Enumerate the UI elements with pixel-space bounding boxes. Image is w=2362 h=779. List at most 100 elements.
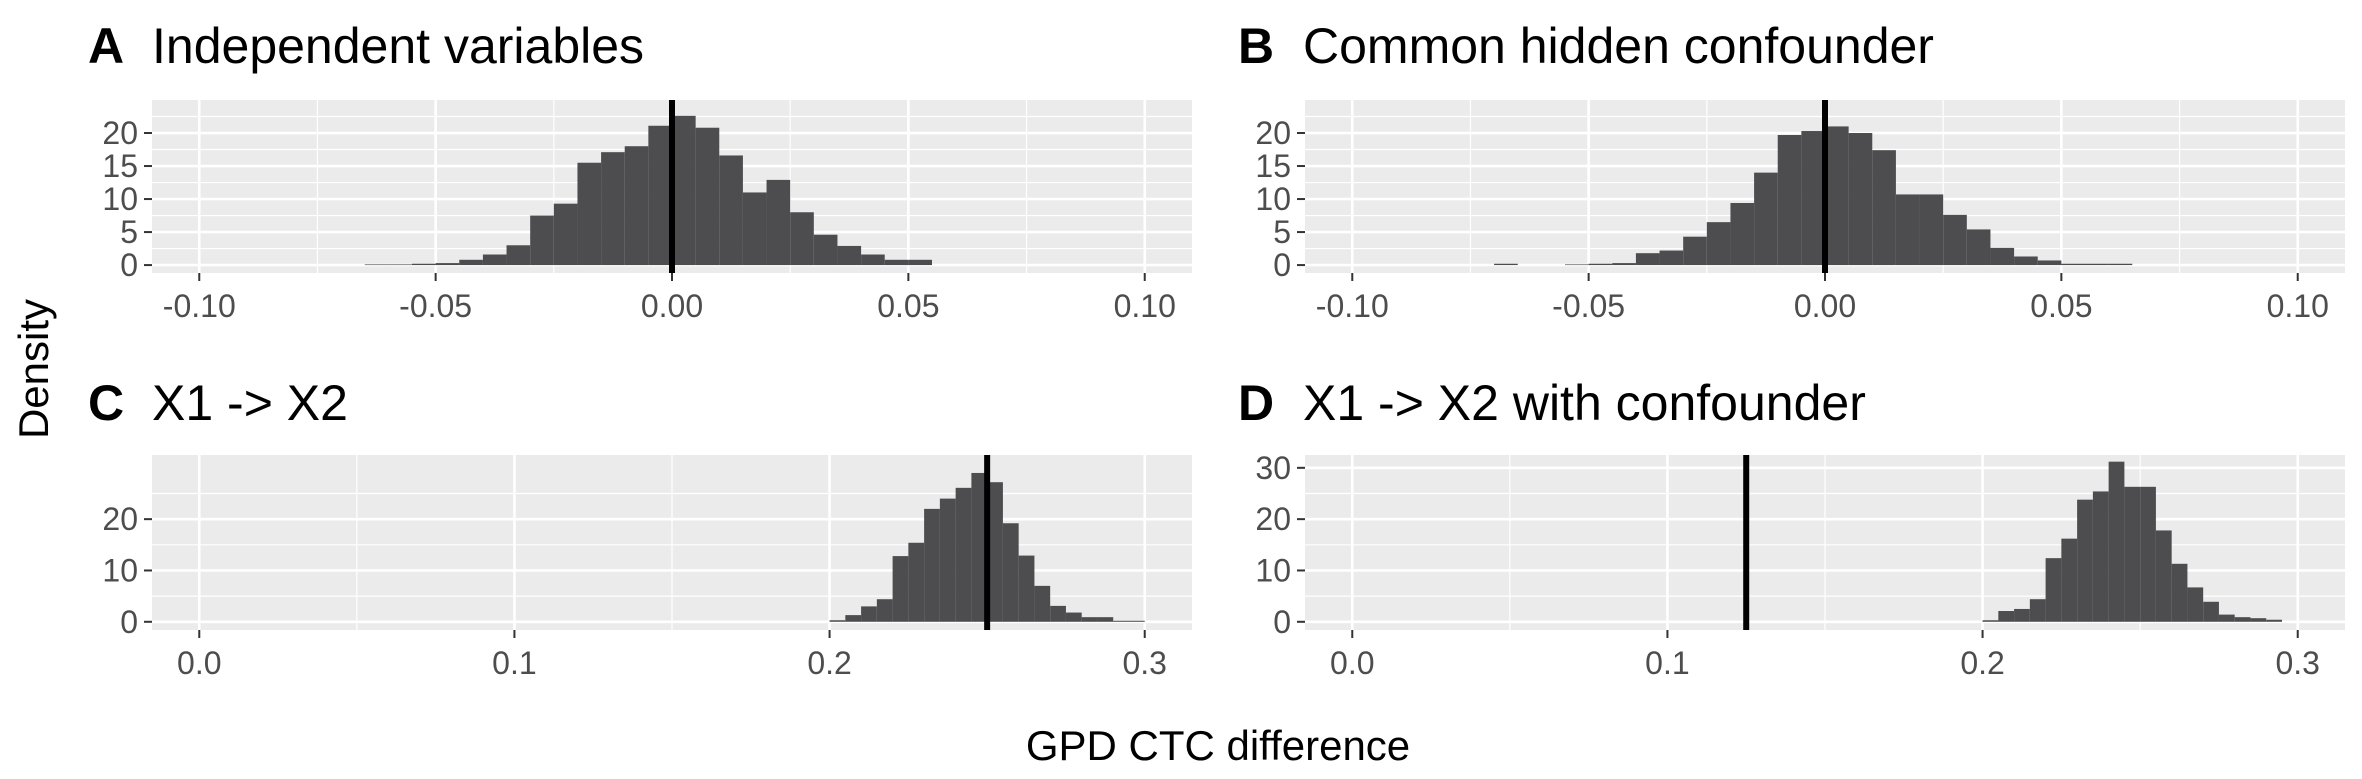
panel-d-bar (2124, 486, 2141, 622)
panel-c-y-tick-label: 20 (102, 501, 138, 537)
panel-c-bar (892, 556, 909, 622)
panel-b-bar (1990, 247, 2015, 266)
panel-d-x-tick-label: 0.3 (2275, 645, 2319, 681)
panel-a-bar (459, 259, 483, 266)
panel-a-y-tick-label: 20 (102, 115, 138, 151)
panel-b-bar (1966, 229, 1991, 266)
panel-b-y-tick-label: 20 (1255, 115, 1291, 151)
panel-c-bar (1065, 612, 1082, 622)
panel-c-bar (987, 482, 1003, 622)
panel-b-title: Common hidden confounder (1303, 18, 1934, 74)
panel-a-bar (742, 192, 767, 266)
panel-a-bar (482, 254, 507, 266)
panel-b-bar (1706, 222, 1731, 266)
panel-c-y-tick-label: 0 (120, 604, 138, 640)
panel-c-bar (876, 599, 893, 622)
panel-b-bar (1635, 253, 1660, 266)
panel-b-x-tick-label: -0.05 (1552, 288, 1625, 324)
panel-d-bar (2155, 530, 2172, 622)
panel-b-bar (1683, 236, 1707, 266)
panel-d-title: X1 -> X2 with confounder (1303, 375, 1866, 431)
panel-d-x-tick-label: 0.2 (1960, 645, 2004, 681)
panel-c-bar (845, 615, 862, 622)
panel-b-bar (1919, 194, 1944, 266)
panel-b-bar (1895, 194, 1920, 266)
panel-b-bar (1872, 150, 1896, 266)
panel-d-bar (2266, 619, 2282, 622)
panel-d-bar (1998, 611, 2015, 622)
panel-d-y-tick-label: 10 (1255, 552, 1291, 588)
panel-b-bar (1565, 264, 1589, 266)
panel-b-y-tick-label: 5 (1273, 214, 1291, 250)
panel-a-bar (412, 263, 436, 266)
panel-b-x-tick-label: 0.10 (2267, 288, 2329, 324)
panel-b-y-tick-label: 15 (1255, 148, 1291, 184)
panel-a-bar (506, 245, 531, 266)
panel-d-x-tick-label: 0.1 (1645, 645, 1689, 681)
panel-c-bar (1002, 523, 1019, 622)
panel-c-x-tick-label: 0.1 (492, 645, 536, 681)
panel-b-bar (1494, 263, 1518, 266)
panel-a-bar (790, 212, 814, 266)
panel-b-bar (1659, 250, 1684, 266)
panel-a-bar (695, 127, 720, 266)
panel-b-letter: B (1238, 18, 1274, 74)
panel-d-bar (2171, 563, 2188, 622)
panel-d-bar (1982, 620, 1999, 622)
panel-b-bar (1943, 214, 1967, 266)
panel-d-bar (2187, 587, 2204, 622)
panel-b-bar (2037, 260, 2062, 266)
panel-d: 0 10 20 30 0.0 0.1 0.2 0.3 D X1 -> X2 with confou… (1238, 375, 2345, 681)
panel-b-bar (1730, 203, 1755, 266)
panel-c-title: X1 -> X2 (152, 375, 348, 431)
panel-a-bar (813, 234, 838, 266)
panel-a-y-tick-label: 5 (120, 214, 138, 250)
panel-a-bar (530, 215, 554, 266)
panel-b-x-tick-label: -0.10 (1316, 288, 1389, 324)
panel-b-bar (1848, 133, 1873, 266)
panel-a-bar (837, 245, 862, 266)
panel-b-bar (1588, 263, 1613, 266)
panel-a-x-tick-label: -0.05 (399, 288, 472, 324)
x-axis-title: GPD CTC difference (1026, 722, 1410, 769)
panel-c-bar (861, 606, 877, 622)
panel-c-x-tick-label: 0.3 (1122, 645, 1166, 681)
panel-a-x-tick-label: -0.10 (163, 288, 236, 324)
panel-b-x-tick-label: 0.00 (1794, 288, 1856, 324)
panel-b-y-tick-label: 10 (1255, 181, 1291, 217)
panel-d-x-tick-label: 0.0 (1330, 645, 1374, 681)
panel-c-bar (1034, 585, 1051, 622)
panel-a-y-tick-label: 10 (102, 181, 138, 217)
panel-b-bar (1825, 126, 1849, 266)
panel-d-bar (2234, 617, 2251, 622)
panel-a-bar (553, 203, 578, 266)
panel-b-bar (1612, 263, 1636, 266)
panel-a-x-tick-label: 0.05 (877, 288, 939, 324)
panel-a-bar (624, 146, 649, 266)
panel-d-bar (2140, 486, 2156, 622)
panel-a-bar (601, 152, 625, 266)
panel-d-bar (2014, 608, 2030, 622)
panel-d-y-tick-label: 20 (1255, 501, 1291, 537)
panel-a-bar (719, 155, 743, 266)
panel-d-y-tick-label: 30 (1255, 450, 1291, 486)
panel-d-bar (2203, 601, 2219, 622)
panel-d-bar (2045, 558, 2062, 622)
panel-c-bar (971, 472, 988, 622)
panel-c-bar (908, 542, 925, 622)
panel-b-bar (2085, 263, 2109, 266)
panel-a-y-tick-label: 15 (102, 148, 138, 184)
panel-d-bar (2218, 614, 2235, 622)
panel-a-bar (908, 259, 932, 266)
panel-a-bar (577, 162, 602, 266)
panel-a-bar (648, 125, 672, 266)
panel-d-bar (2029, 599, 2046, 622)
panel-c-bar (924, 508, 940, 622)
panel-c-letter: C (88, 375, 124, 431)
panel-d-bar (2250, 618, 2267, 622)
panel-a-y-tick-label: 0 (120, 247, 138, 283)
panel-b-bar (1801, 131, 1825, 266)
panel-c-x-tick-label: 0.2 (807, 645, 851, 681)
panel-d-letter: D (1238, 375, 1274, 431)
